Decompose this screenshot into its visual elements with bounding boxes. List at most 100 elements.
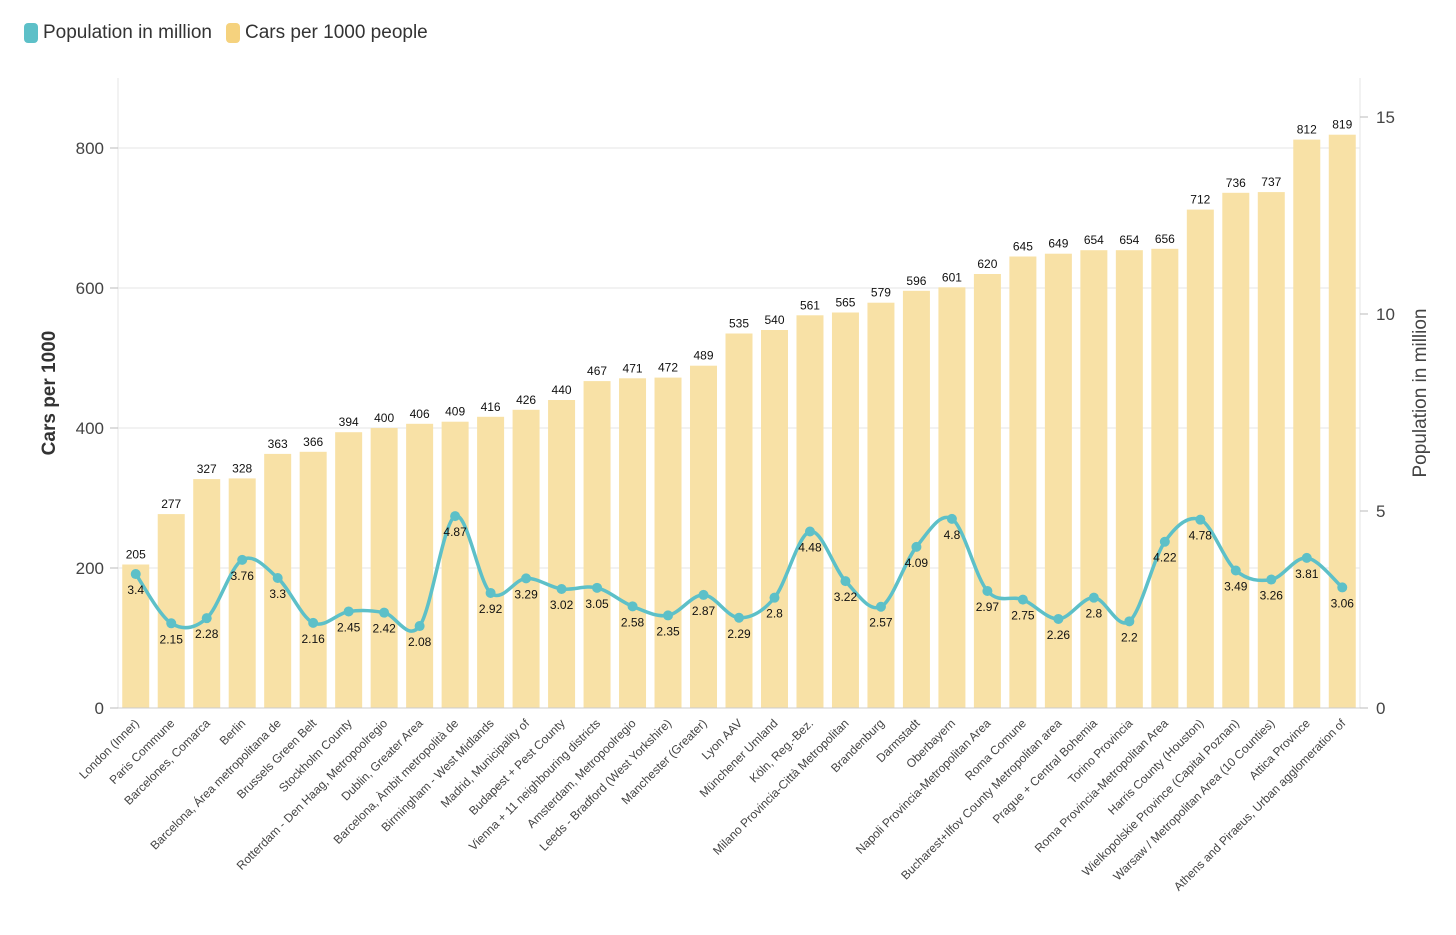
bar	[477, 416, 505, 708]
population-value-label: 2.87	[692, 604, 716, 618]
bar-value-label: 327	[197, 462, 217, 476]
bar	[370, 428, 398, 708]
population-value-label: 3.49	[1224, 579, 1248, 593]
bar-value-label: 535	[729, 317, 749, 331]
population-point	[769, 592, 780, 603]
bar	[938, 287, 966, 708]
bar-value-label: 737	[1261, 175, 1281, 189]
bar	[1044, 253, 1072, 708]
bar	[619, 378, 647, 708]
bar-value-label: 596	[906, 274, 926, 288]
population-point	[414, 621, 425, 632]
x-tick-label: London (Inner)	[76, 716, 142, 782]
population-value-label: 3.29	[514, 587, 538, 601]
bar-value-label: 736	[1226, 176, 1246, 190]
population-value-label: 2.29	[727, 627, 751, 641]
bar-value-label: 812	[1297, 123, 1317, 137]
bar	[1328, 134, 1356, 708]
bar	[441, 421, 469, 708]
population-value-label: 3.06	[1331, 596, 1355, 610]
population-value-label: 2.15	[160, 632, 184, 646]
population-point	[1124, 616, 1135, 627]
population-value-label: 4.78	[1189, 529, 1213, 543]
bar-value-label: 579	[871, 286, 891, 300]
population-point	[379, 607, 390, 618]
bar	[690, 365, 718, 708]
bar	[831, 312, 859, 708]
legend-item-cars[interactable]: Cars per 1000 people	[226, 22, 428, 44]
y-axis-left-title: Cars per 1000	[39, 331, 60, 456]
population-value-label: 2.57	[869, 616, 893, 630]
population-value-label: 3.4	[127, 583, 144, 597]
bar-value-label: 467	[587, 364, 607, 378]
population-point	[734, 612, 744, 623]
y-axis-right-title: Population in million	[1410, 309, 1431, 478]
bar	[228, 478, 256, 708]
population-value-label: 4.87	[443, 525, 467, 539]
population-point	[982, 585, 993, 596]
legend-item-population[interactable]: Population in million	[24, 22, 212, 44]
population-value-label: 2.58	[621, 615, 645, 629]
population-point	[627, 601, 638, 612]
bar-value-label: 472	[658, 361, 678, 375]
population-point	[166, 618, 177, 629]
population-point	[1230, 565, 1241, 576]
legend-label-population: Population in million	[43, 22, 212, 43]
bar-value-label: 654	[1119, 233, 1139, 247]
bar-value-label: 400	[374, 411, 394, 425]
x-tick-label: Vienna + 11 neighbouring districts	[466, 716, 603, 853]
population-value-label: 3.3	[269, 587, 286, 601]
bar	[548, 400, 576, 708]
population-point	[308, 617, 319, 628]
bar	[335, 432, 363, 708]
bar	[157, 514, 185, 708]
bar-value-label: 426	[516, 393, 536, 407]
population-value-label: 3.02	[550, 598, 574, 612]
bar-value-label: 620	[977, 257, 997, 271]
y-right-tick-label: 5	[1376, 502, 1385, 521]
bar	[654, 377, 682, 708]
population-point	[946, 513, 957, 524]
bar	[725, 333, 753, 708]
population-point	[1266, 574, 1277, 585]
bar	[1222, 192, 1250, 709]
population-value-label: 2.16	[301, 632, 325, 646]
bar-value-label: 601	[942, 270, 962, 284]
bar	[512, 409, 540, 708]
population-point	[911, 541, 922, 552]
x-tick-label: Roma Comune	[962, 716, 1029, 783]
population-value-label: 3.22	[834, 590, 858, 604]
population-value-label: 2.75	[1011, 609, 1035, 623]
bar	[1293, 139, 1321, 709]
population-point	[521, 573, 532, 584]
y-left-tick-label: 800	[76, 139, 104, 158]
population-value-label: 2.92	[479, 602, 503, 616]
bar-value-label: 409	[445, 405, 465, 419]
y-left-tick-label: 400	[76, 419, 104, 438]
bar-value-label: 205	[126, 548, 146, 562]
population-value-label: 2.26	[1047, 628, 1071, 642]
population-point	[698, 589, 709, 600]
population-point	[237, 554, 248, 565]
population-point	[130, 569, 141, 580]
population-point	[1301, 552, 1312, 563]
bar	[299, 451, 327, 708]
population-point	[804, 526, 815, 537]
y-left-tick-label: 0	[95, 699, 104, 718]
legend-swatch-population	[24, 23, 38, 43]
bar-value-label: 645	[1013, 240, 1033, 254]
population-point	[1017, 594, 1028, 605]
population-value-label: 2.2	[1121, 630, 1138, 644]
bar	[583, 381, 611, 708]
population-value-label: 2.28	[195, 627, 219, 641]
bar-value-label: 277	[161, 497, 181, 511]
x-tick-label: Leeds - Bradford (West Yorkshire)	[537, 716, 675, 854]
bar-value-label: 328	[232, 461, 252, 475]
population-value-label: 4.22	[1153, 551, 1177, 565]
population-value-label: 2.97	[976, 600, 1000, 614]
legend-swatch-cars	[226, 23, 240, 43]
population-point	[663, 610, 674, 621]
population-value-label: 3.26	[1260, 589, 1284, 603]
